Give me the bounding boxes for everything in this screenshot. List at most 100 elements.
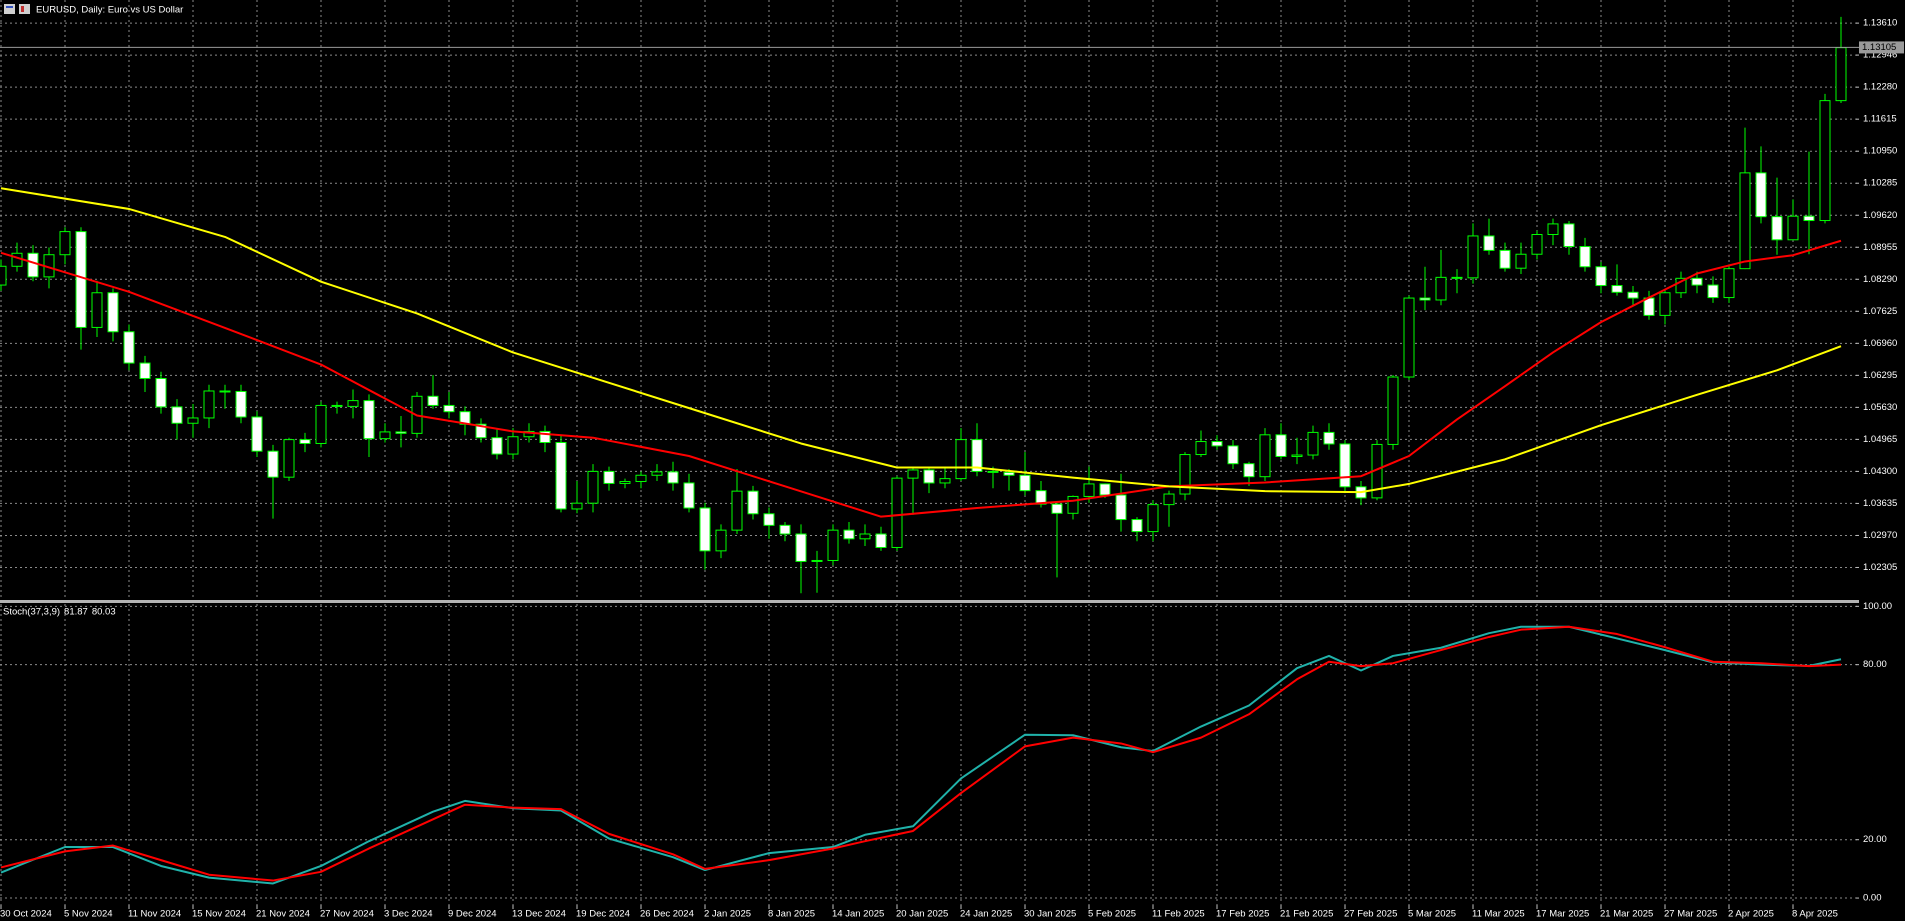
- candle-body: [315, 404, 327, 444]
- x-tick-label: 21 Feb 2025: [1280, 909, 1333, 920]
- candle-body: [123, 331, 135, 364]
- candle-body: [139, 362, 151, 379]
- candle-body: [1291, 454, 1303, 457]
- y-tick-label: 1.10950: [1863, 146, 1897, 157]
- candle-body: [603, 470, 615, 484]
- x-tick-label: 20 Jan 2025: [896, 909, 948, 920]
- candle-body: [1707, 284, 1719, 299]
- candle-body: [619, 481, 631, 484]
- current-price-label: 1.13105: [1862, 42, 1896, 53]
- candle-body: [1243, 463, 1255, 478]
- candle-body: [59, 231, 71, 256]
- candle-body: [363, 400, 375, 440]
- candle-body: [715, 529, 727, 552]
- candle-body: [955, 439, 967, 480]
- candle-body: [395, 431, 407, 434]
- chart-title: EURUSD, Daily: Euro vs US Dollar: [36, 5, 183, 16]
- candle-body: [1835, 47, 1847, 102]
- candle-body: [75, 231, 87, 328]
- candle-body: [187, 417, 199, 424]
- candle-body: [1307, 431, 1319, 456]
- candle-body: [939, 478, 951, 484]
- candle-body: [331, 404, 343, 407]
- candle-body: [843, 529, 855, 540]
- candle-body: [987, 470, 999, 473]
- candle-body: [1691, 277, 1703, 286]
- current-price-box: [1859, 41, 1904, 54]
- candle-body: [907, 469, 919, 479]
- candle-body: [1627, 291, 1639, 299]
- candle-body: [1387, 376, 1399, 445]
- candle-body: [1755, 172, 1767, 218]
- candle-body: [827, 529, 839, 561]
- x-tick-label: 15 Nov 2024: [192, 909, 246, 920]
- x-tick-label: 11 Feb 2025: [1152, 909, 1205, 920]
- candle-body: [1403, 297, 1415, 378]
- candle-body: [1643, 297, 1655, 316]
- candle-body: [379, 431, 391, 440]
- candle-body: [539, 430, 551, 444]
- grid-layer: [0, 0, 1859, 909]
- candle-body: [891, 477, 903, 548]
- candle-body: [283, 439, 295, 478]
- candle-body: [219, 390, 231, 393]
- icon-flag: [19, 4, 30, 14]
- candle-body: [1771, 216, 1783, 241]
- panel-separator: [0, 600, 1859, 603]
- y-tick-label: 20.00: [1863, 834, 1887, 845]
- candle-body: [1515, 253, 1527, 269]
- y-tick-label: 0.00: [1863, 893, 1882, 904]
- labels-layer: 1.13610 1.12946 1.12280 1.11615 1.10950 1.102…: [0, 18, 1904, 920]
- candle-body: [1003, 471, 1015, 476]
- candle-body: [1227, 445, 1239, 465]
- icon-flag: [4, 4, 15, 14]
- candle-body: [491, 437, 503, 455]
- x-tick-label: 27 Nov 2024: [320, 909, 374, 920]
- candle-body: [27, 252, 39, 278]
- candle-body: [91, 292, 103, 328]
- x-tick-label: 5 Nov 2024: [64, 909, 113, 920]
- x-tick-label: 11 Mar 2025: [1472, 909, 1525, 920]
- candle-body: [699, 507, 711, 552]
- candle-body: [667, 471, 679, 484]
- candle-body: [1259, 434, 1271, 478]
- y-tick-label: 1.13610: [1863, 18, 1897, 29]
- candle-body: [1019, 474, 1031, 492]
- x-tick-label: 17 Mar 2025: [1536, 909, 1589, 920]
- candle-body: [923, 469, 935, 484]
- candle-body: [1819, 100, 1831, 222]
- y-tick-label: 1.05630: [1863, 402, 1897, 413]
- candle-body: [795, 533, 807, 562]
- candle-body: [1595, 266, 1607, 287]
- x-tick-label: 8 Apr 2025: [1792, 909, 1838, 920]
- candle-body: [779, 524, 791, 535]
- candle-body: [1483, 235, 1495, 251]
- indicator-value: 81.87: [64, 607, 88, 618]
- candle-body: [555, 442, 567, 510]
- candle-body: [1611, 285, 1623, 293]
- candle-body: [427, 395, 439, 406]
- candle-body: [155, 377, 167, 408]
- y-tick-label: 1.08290: [1863, 274, 1897, 285]
- marks-layer: [0, 16, 1847, 885]
- candle-body: [1723, 268, 1735, 299]
- candle-body: [635, 474, 647, 483]
- candle-body: [1451, 276, 1463, 279]
- symbol-icons: [4, 4, 30, 14]
- icon-flag-stripe: [6, 6, 13, 8]
- candle-body: [747, 490, 759, 515]
- indicator-line: [0, 625, 1842, 885]
- candle-body: [507, 436, 519, 455]
- x-tick-label: 19 Dec 2024: [576, 909, 630, 920]
- candle-body: [1467, 235, 1479, 279]
- x-tick-label: 8 Jan 2025: [768, 909, 815, 920]
- x-tick-label: 3 Dec 2024: [384, 909, 433, 920]
- candle-body: [235, 390, 247, 418]
- indicator-line: [0, 187, 1842, 494]
- x-tick-label: 21 Nov 2024: [256, 909, 310, 920]
- candle-body: [347, 400, 359, 407]
- candle-body: [1099, 483, 1111, 496]
- y-tick-label: 1.02305: [1863, 562, 1897, 573]
